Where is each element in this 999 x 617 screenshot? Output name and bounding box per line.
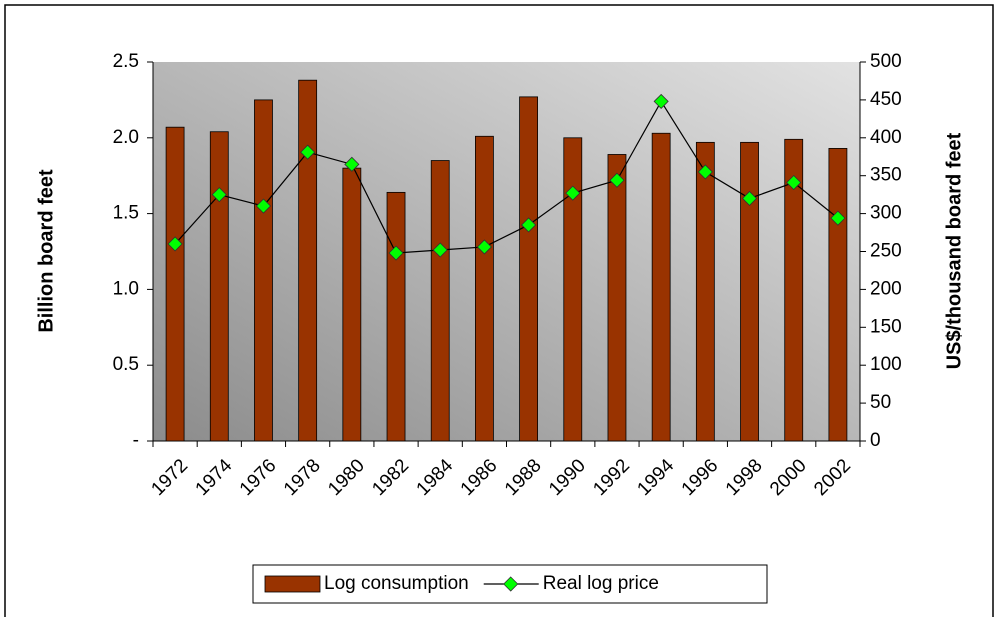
legend-label: Real log price — [543, 573, 659, 594]
marker — [741, 190, 758, 207]
y2-tick-label: 450 — [870, 89, 902, 110]
y-tick-label: 0.5 — [113, 354, 139, 375]
legend-label: Log consumption — [324, 573, 469, 594]
y2-tick-label: 200 — [870, 278, 902, 299]
marker — [830, 210, 846, 226]
marker — [521, 217, 537, 233]
bar — [342, 167, 362, 442]
marker — [653, 93, 669, 109]
bar — [519, 96, 538, 442]
bar — [607, 154, 627, 442]
bar — [209, 131, 229, 442]
y2-tick-label: 50 — [870, 392, 891, 413]
bar — [298, 79, 318, 442]
bar — [695, 141, 715, 442]
y2-tick-label: 100 — [870, 354, 902, 375]
marker — [476, 239, 492, 255]
y-tick-label: 1.5 — [113, 203, 139, 224]
legend-swatch — [264, 575, 321, 593]
bar — [828, 148, 848, 442]
line — [174, 100, 839, 254]
bar — [430, 160, 450, 442]
marker — [786, 174, 802, 191]
y2-tick-label: 250 — [870, 241, 902, 262]
y-tick-label: 2.5 — [113, 51, 139, 72]
bar — [651, 132, 671, 442]
y2-tick-label: 150 — [870, 316, 902, 337]
legend-marker — [503, 576, 519, 592]
marker — [388, 245, 404, 261]
bar — [784, 138, 804, 442]
bar — [475, 135, 494, 442]
marker — [697, 164, 713, 180]
y-tick-label: 1.0 — [113, 278, 139, 299]
bar — [254, 99, 273, 442]
y2-tick-label: 500 — [870, 51, 902, 72]
marker — [167, 236, 183, 252]
bar — [165, 126, 185, 442]
y2-tick-label: 350 — [870, 165, 902, 186]
y-axis-title: Billion board feet — [35, 169, 57, 333]
marker — [565, 185, 581, 201]
bar — [740, 141, 759, 442]
y2-tick-label: 0 — [870, 430, 881, 451]
marker — [609, 172, 625, 188]
y-tick-label: - — [133, 430, 139, 451]
marker — [300, 144, 316, 160]
y2-axis-title: US$/thousand board feet — [943, 132, 965, 369]
marker — [432, 242, 448, 258]
marker — [344, 156, 360, 172]
bar — [563, 137, 583, 442]
marker — [211, 187, 227, 203]
y2-tick-label: 400 — [870, 127, 902, 148]
bar — [386, 191, 406, 442]
marker — [255, 198, 272, 214]
y-tick-label: 2.0 — [113, 127, 139, 148]
y2-tick-label: 300 — [870, 203, 902, 224]
